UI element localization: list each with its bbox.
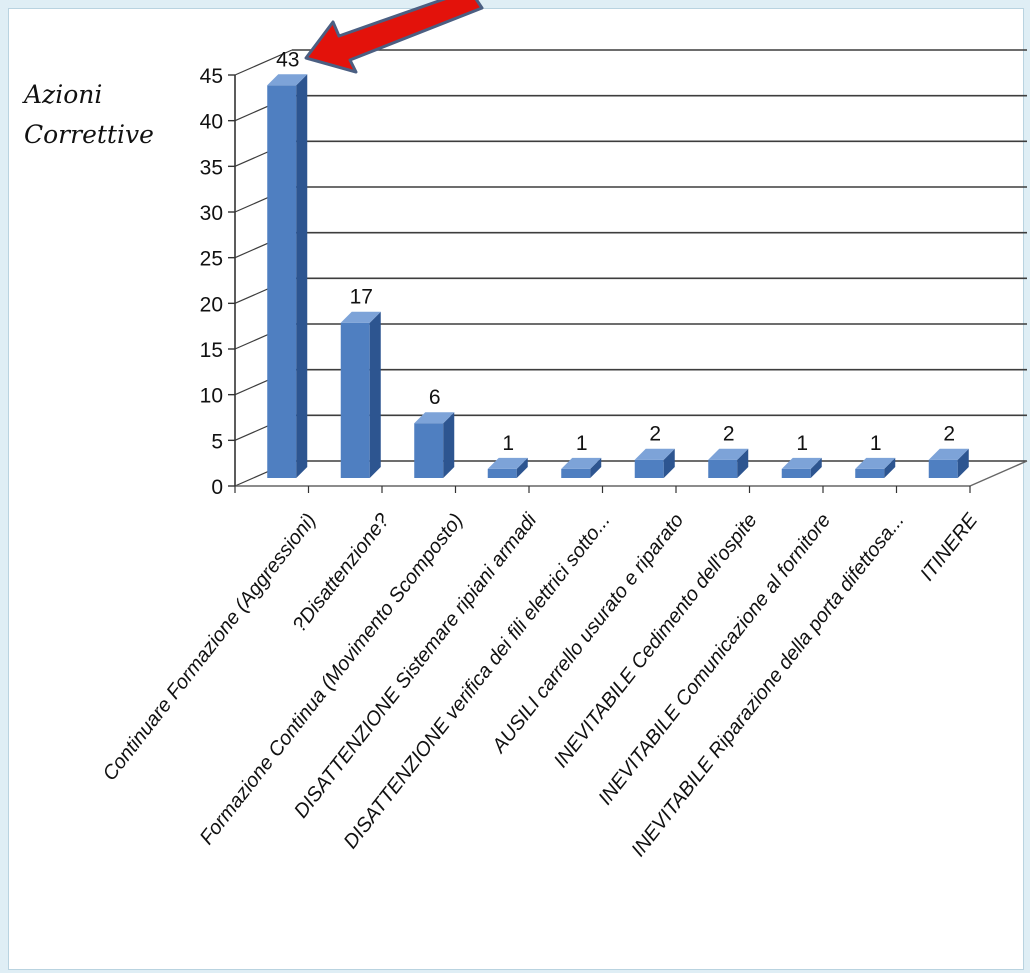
- y-axis-label-line-2: Correttive: [24, 120, 154, 149]
- bar-side: [443, 412, 455, 478]
- bar-layer: [267, 74, 969, 479]
- y-axis-label-line-1: Azioni: [24, 80, 103, 109]
- axis-layer: 0 5 10 15 20 25 30 35 40 45: [200, 65, 1028, 499]
- bar-top: [781, 457, 822, 469]
- bar: [781, 457, 822, 478]
- data-label: 1: [502, 432, 514, 455]
- data-label: 2: [723, 423, 735, 446]
- y-tick-label: 25: [200, 248, 223, 271]
- grid-layer: [234, 49, 1027, 487]
- data-label: 17: [350, 286, 373, 309]
- bar-front: [708, 459, 738, 478]
- y-tick-label: 0: [211, 476, 223, 499]
- bar-front: [340, 322, 370, 478]
- y-tick-label: 5: [211, 430, 223, 453]
- bar-side: [590, 457, 602, 478]
- bar: [634, 448, 675, 478]
- bar-top: [708, 448, 749, 460]
- bar: [928, 448, 969, 478]
- data-label: 6: [429, 386, 441, 409]
- bar-top: [561, 457, 602, 469]
- data-label: 1: [870, 432, 882, 455]
- bar-side: [884, 457, 896, 478]
- bar-front: [928, 459, 958, 478]
- data-label: 1: [576, 432, 588, 455]
- y-tick-label: 30: [200, 202, 223, 225]
- x-tick-label: ITINERE: [916, 509, 982, 585]
- y-axis-label: Azioni Correttive: [24, 75, 184, 155]
- data-label: 43: [276, 48, 299, 71]
- bar: [561, 457, 602, 478]
- annotation-arrow: [304, 0, 484, 74]
- floor-right-edge: [969, 460, 1028, 487]
- y-tick-label: 35: [200, 156, 223, 179]
- bar: [267, 74, 308, 479]
- y-tick-label: 45: [200, 65, 223, 88]
- bar: [414, 412, 455, 478]
- red-arrow: [304, 0, 484, 74]
- bar-top: [634, 448, 675, 460]
- bar: [855, 457, 896, 478]
- bar-front: [634, 459, 664, 478]
- x-tick-label: INEVITABILE Riparazione della porta dife…: [627, 510, 908, 861]
- bar-front: [561, 468, 591, 478]
- bar-front: [267, 85, 297, 479]
- bar: [487, 457, 528, 478]
- bar-top: [340, 311, 381, 323]
- bar-top: [487, 457, 528, 469]
- bar-front: [781, 468, 811, 478]
- y-tick-label: 10: [200, 385, 223, 408]
- bar: [340, 311, 381, 478]
- bar-top: [928, 448, 969, 460]
- data-label: 1: [796, 432, 808, 455]
- side-wall-line: [234, 49, 293, 76]
- x-tick-label: DISATTENZIONE verifica dei fili elettric…: [340, 510, 615, 853]
- data-label: 2: [943, 423, 955, 446]
- x-tick-label: Formazione Continua (Movimento Scomposto…: [196, 510, 468, 849]
- chart-frame: [8, 8, 1024, 970]
- bar: [708, 448, 749, 478]
- bar-side: [663, 448, 675, 478]
- bar-side: [516, 457, 528, 478]
- bar-side: [957, 448, 969, 478]
- bar-side: [369, 311, 381, 478]
- bar-side: [810, 457, 822, 478]
- bar-front: [855, 468, 885, 478]
- bar-front: [487, 468, 517, 478]
- bar-front: [414, 423, 444, 478]
- bar-top: [855, 457, 896, 469]
- y-tick-label: 40: [200, 111, 223, 134]
- bar-top: [414, 412, 455, 424]
- data-label: 2: [649, 423, 661, 446]
- bar-side: [296, 74, 308, 479]
- bar-top: [267, 74, 308, 86]
- bar-side: [737, 448, 749, 478]
- y-tick-label: 15: [200, 339, 223, 362]
- y-tick-label: 20: [200, 293, 223, 316]
